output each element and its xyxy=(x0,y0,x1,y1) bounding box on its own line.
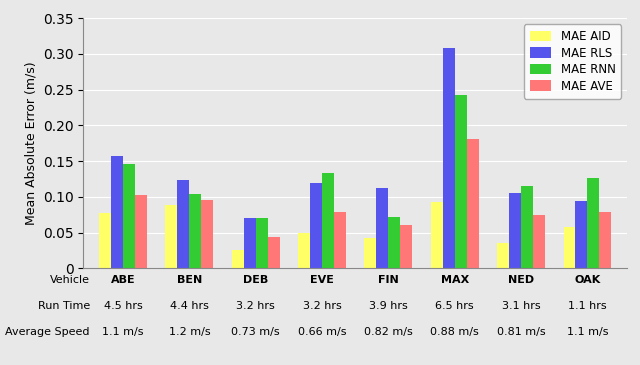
Bar xyxy=(232,250,244,268)
Bar xyxy=(177,180,189,268)
Bar xyxy=(202,200,213,268)
Text: 1.1 hrs: 1.1 hrs xyxy=(568,301,607,311)
Text: 6.5 hrs: 6.5 hrs xyxy=(435,301,474,311)
Bar xyxy=(244,218,256,268)
Text: BEN: BEN xyxy=(177,275,202,285)
Legend: MAE AID, MAE RLS, MAE RNN, MAE AVE: MAE AID, MAE RLS, MAE RNN, MAE AVE xyxy=(524,24,621,99)
Text: MAX: MAX xyxy=(440,275,469,285)
Bar xyxy=(334,212,346,268)
Bar xyxy=(431,202,443,268)
Text: DEB: DEB xyxy=(243,275,268,285)
Text: ABE: ABE xyxy=(111,275,135,285)
Bar xyxy=(400,225,412,268)
Text: 3.2 hrs: 3.2 hrs xyxy=(303,301,341,311)
Bar xyxy=(454,95,467,268)
Bar xyxy=(111,156,123,268)
Text: EVE: EVE xyxy=(310,275,334,285)
Text: 3.1 hrs: 3.1 hrs xyxy=(502,301,540,311)
Bar xyxy=(599,212,611,268)
Text: 0.66 m/s: 0.66 m/s xyxy=(298,327,346,337)
Text: Vehicle: Vehicle xyxy=(50,275,90,285)
Bar xyxy=(443,48,454,268)
Text: 0.88 m/s: 0.88 m/s xyxy=(430,327,479,337)
Bar xyxy=(189,194,202,268)
Text: 1.1 m/s: 1.1 m/s xyxy=(102,327,144,337)
Bar xyxy=(467,139,479,268)
Text: 1.1 m/s: 1.1 m/s xyxy=(566,327,608,337)
Text: Average Speed: Average Speed xyxy=(5,327,90,337)
Y-axis label: Mean Absolute Error (m/s): Mean Absolute Error (m/s) xyxy=(24,61,37,225)
Bar xyxy=(509,193,521,268)
Text: 4.5 hrs: 4.5 hrs xyxy=(104,301,142,311)
Text: 1.2 m/s: 1.2 m/s xyxy=(168,327,210,337)
Bar xyxy=(123,164,135,268)
Bar xyxy=(99,212,111,268)
Text: 3.2 hrs: 3.2 hrs xyxy=(236,301,275,311)
Bar xyxy=(563,227,575,268)
Text: FIN: FIN xyxy=(378,275,399,285)
Bar xyxy=(166,205,177,268)
Text: 4.4 hrs: 4.4 hrs xyxy=(170,301,209,311)
Bar xyxy=(322,173,334,268)
Text: Run Time: Run Time xyxy=(38,301,90,311)
Bar xyxy=(268,237,280,268)
Bar xyxy=(298,233,310,268)
Bar xyxy=(256,218,268,268)
Bar xyxy=(310,183,322,268)
Text: 0.81 m/s: 0.81 m/s xyxy=(497,327,545,337)
Bar xyxy=(365,238,376,268)
Text: OAK: OAK xyxy=(574,275,600,285)
Bar xyxy=(533,215,545,268)
Bar xyxy=(376,188,388,268)
Bar xyxy=(521,186,533,268)
Bar xyxy=(388,217,400,268)
Text: 0.82 m/s: 0.82 m/s xyxy=(364,327,413,337)
Text: 0.73 m/s: 0.73 m/s xyxy=(232,327,280,337)
Bar xyxy=(588,177,599,268)
Text: NED: NED xyxy=(508,275,534,285)
Bar xyxy=(497,243,509,268)
Text: 3.9 hrs: 3.9 hrs xyxy=(369,301,408,311)
Bar xyxy=(135,195,147,268)
Bar xyxy=(575,201,588,268)
